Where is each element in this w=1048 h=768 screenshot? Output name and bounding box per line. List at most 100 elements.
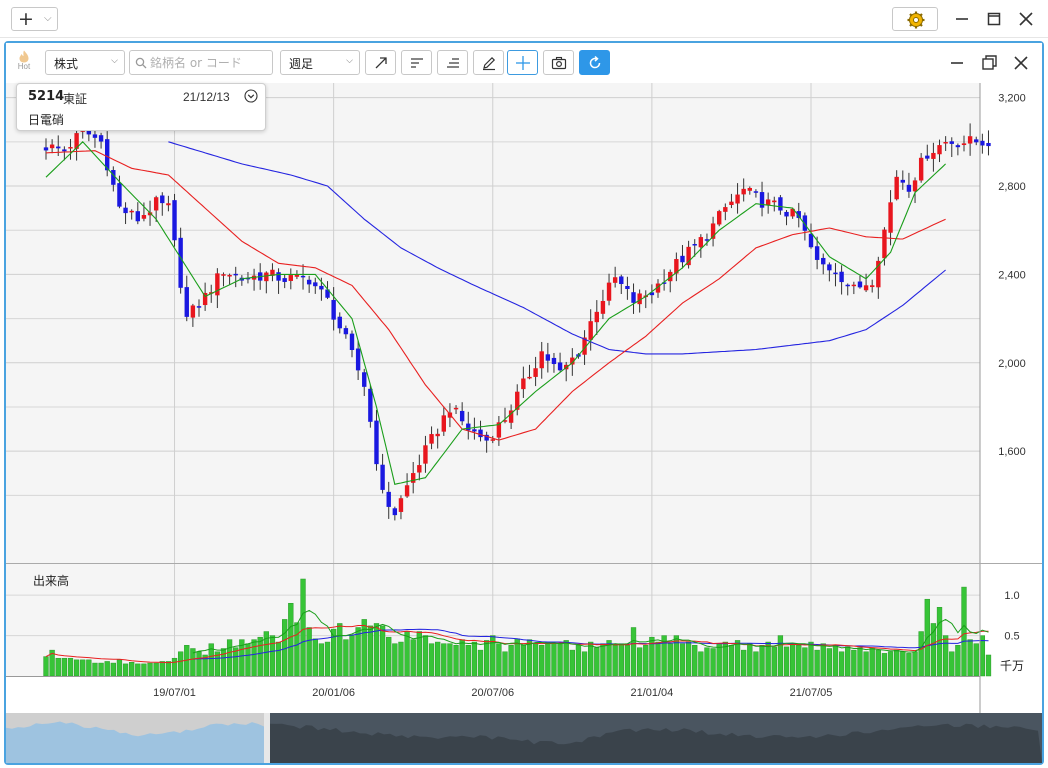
volume-bar — [483, 640, 490, 677]
volume-bar — [777, 635, 784, 677]
candle-up — [723, 207, 728, 212]
candle-up — [404, 485, 410, 497]
volume-bar — [789, 643, 796, 677]
volume-bar — [129, 662, 135, 677]
candle-down — [680, 255, 685, 263]
candle-up — [612, 277, 618, 283]
volume-bar — [122, 663, 129, 677]
candle-up — [453, 407, 459, 410]
candle-down — [955, 145, 961, 148]
window-minimize-icon[interactable] — [950, 7, 974, 31]
stock-market: 東証 — [63, 92, 88, 106]
volume-bar — [367, 625, 374, 677]
candle-up — [863, 285, 869, 291]
candle-up — [533, 368, 538, 377]
panel-minimize-icon[interactable] — [946, 52, 968, 74]
crosshair-tool-button[interactable] — [507, 50, 538, 75]
volume-bar — [147, 662, 153, 677]
volume-bar — [796, 645, 802, 677]
trendline-tool-button[interactable] — [365, 50, 396, 75]
chevron-down-icon: ⌵ — [346, 56, 353, 66]
hot-ranking-button[interactable]: Hot — [14, 49, 34, 77]
refresh-button[interactable] — [579, 50, 610, 75]
volume-bar — [477, 649, 484, 677]
window-close-icon[interactable] — [1014, 7, 1038, 31]
chart-panel: Hot 株式 ⌵ 週足 ⌵ — [4, 41, 1044, 765]
stock-date: 21/12/13 — [183, 90, 230, 104]
settings-button[interactable] — [892, 7, 938, 31]
candle-up — [147, 212, 153, 216]
symbol-search-box[interactable] — [129, 50, 273, 75]
volume-bar — [349, 635, 355, 677]
candle-up — [429, 434, 434, 444]
candle-up — [153, 197, 159, 211]
volume-bar — [575, 645, 582, 677]
volume-bar — [802, 647, 808, 677]
volume-bar — [398, 641, 404, 677]
candle-up — [588, 321, 593, 340]
candle-down — [692, 244, 697, 246]
candle-up — [411, 473, 416, 483]
volume-bar — [594, 647, 600, 677]
add-panel-button[interactable]: + ⌵ — [11, 7, 58, 31]
volume-bar — [845, 646, 851, 677]
indicator-settings-button[interactable] — [437, 50, 468, 75]
period-select[interactable]: 週足 ⌵ — [280, 50, 360, 75]
volume-bar — [551, 643, 557, 677]
volume-bar — [912, 651, 918, 677]
candle-down — [619, 276, 624, 285]
window-titlebar: + ⌵ — [0, 0, 1048, 38]
volume-bar — [557, 643, 563, 677]
moving-average-lines — [45, 141, 946, 485]
volume-bar — [569, 649, 575, 677]
candle-up — [202, 292, 208, 306]
candle-up — [674, 259, 679, 274]
volume-bar — [80, 659, 86, 677]
volume-bar — [624, 645, 631, 677]
volume-bar — [985, 654, 992, 677]
indicator-list-button[interactable] — [401, 50, 432, 75]
candle-down — [196, 306, 202, 308]
candle-down — [313, 282, 318, 287]
volume-bar — [318, 643, 325, 677]
symbol-search-input[interactable] — [150, 54, 268, 71]
panel-close-icon[interactable] — [1010, 52, 1032, 74]
panel-restore-icon[interactable] — [978, 52, 1000, 74]
candle-down — [906, 184, 912, 192]
volume-bar — [753, 651, 759, 677]
volume-bar — [838, 651, 845, 677]
navigator-handle[interactable] — [264, 713, 270, 763]
volume-bar — [459, 639, 465, 677]
candle-down — [839, 271, 844, 283]
volume-bar — [520, 645, 527, 677]
volume-average-lines — [45, 609, 989, 664]
draw-tool-button[interactable] — [473, 50, 504, 75]
screenshot-button[interactable] — [543, 50, 574, 75]
candle-up — [539, 351, 544, 369]
date-tick-label: 21/07/05 — [790, 687, 833, 699]
volume-bar — [667, 643, 673, 677]
volume-bar — [526, 639, 533, 677]
volume-unit-label: 千万 — [1000, 659, 1024, 673]
candle-up — [288, 275, 293, 281]
stock-chart[interactable]: 3,200 2,800 2,400 2,000 1,600 1.0 0.5 19/07/0… — [6, 83, 1042, 713]
volume-bar — [312, 638, 318, 677]
candle-up — [417, 465, 422, 473]
candle-down — [857, 281, 863, 288]
candle-up — [851, 284, 857, 287]
market-select[interactable]: 株式 ⌵ — [45, 50, 125, 75]
candle-up — [227, 274, 232, 277]
volume-bar — [783, 646, 790, 677]
range-navigator[interactable] — [6, 713, 1042, 763]
window-maximize-icon[interactable] — [982, 7, 1006, 31]
candle-down — [478, 429, 483, 438]
volume-bar — [343, 639, 349, 677]
candle-up — [655, 283, 661, 293]
volume-bar — [906, 653, 912, 677]
candle-down — [105, 139, 110, 171]
volume-bar — [967, 639, 973, 677]
candle-down — [123, 207, 128, 214]
chevron-down-circle-icon[interactable] — [244, 89, 258, 103]
candle-down — [545, 354, 551, 361]
refresh-icon — [589, 55, 601, 69]
